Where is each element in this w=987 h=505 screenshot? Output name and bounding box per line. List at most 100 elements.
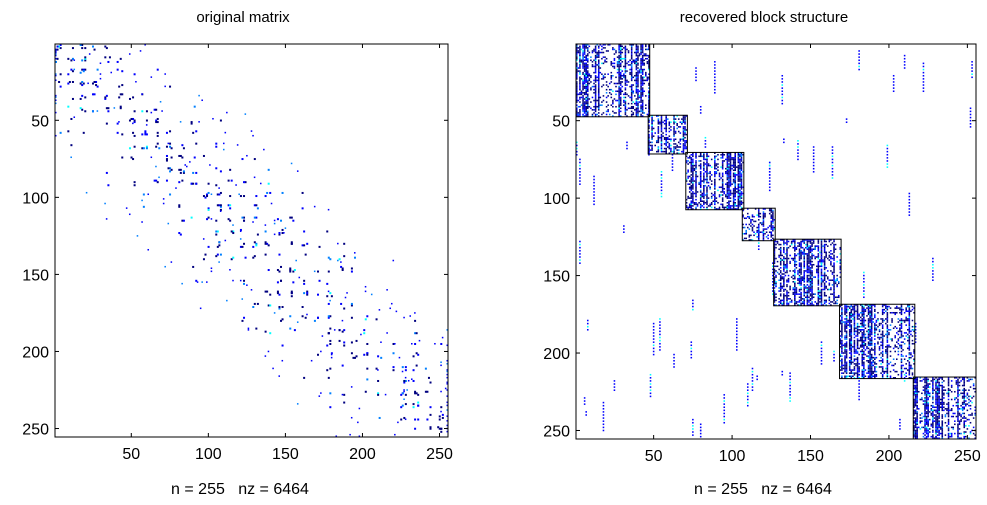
matrix-entry	[768, 212, 771, 215]
matrix-entry	[863, 347, 865, 350]
matrix-entry	[928, 395, 931, 398]
matrix-entry	[597, 107, 600, 110]
matrix-entry	[726, 169, 729, 172]
matrix-entry	[641, 44, 644, 46]
matrix-entry	[699, 175, 702, 178]
matrix-entry	[624, 104, 627, 106]
matrix-entry	[337, 242, 339, 245]
matrix-entry	[618, 59, 620, 62]
matrix-entry	[795, 263, 798, 266]
matrix-entry	[800, 242, 802, 244]
matrix-entry	[779, 259, 782, 261]
matrix-entry	[911, 367, 914, 370]
matrix-entry	[806, 270, 809, 272]
matrix-entry	[411, 378, 413, 380]
matrix-entry	[651, 144, 653, 147]
matrix-entry	[881, 373, 884, 376]
matrix-entry	[576, 92, 578, 94]
matrix-entry	[823, 287, 826, 289]
matrix-entry	[629, 64, 631, 66]
matrix-entry	[852, 308, 854, 311]
matrix-entry	[797, 253, 799, 255]
matrix-entry	[594, 71, 597, 74]
matrix-entry	[640, 87, 642, 89]
matrix-entry	[583, 65, 586, 68]
matrix-entry	[660, 127, 663, 130]
matrix-entry	[737, 192, 740, 195]
matrix-entry	[869, 363, 871, 365]
matrix-entry	[916, 394, 918, 396]
matrix-entry	[621, 48, 624, 51]
matrix-entry	[779, 294, 782, 297]
matrix-entry	[637, 92, 639, 94]
matrix-entry	[795, 248, 798, 251]
matrix-entry	[721, 197, 724, 199]
matrix-entry	[803, 273, 806, 275]
matrix-entry	[635, 45, 638, 48]
matrix-entry	[699, 191, 702, 193]
matrix-entry	[795, 254, 798, 257]
matrix-entry	[896, 358, 898, 360]
matrix-entry	[327, 316, 330, 319]
matrix-entry	[886, 325, 889, 328]
matrix-entry	[695, 178, 697, 181]
matrix-entry	[579, 62, 581, 65]
matrix-entry	[823, 282, 826, 285]
matrix-entry	[925, 401, 928, 404]
matrix-entry	[775, 282, 777, 285]
matrix-entry	[925, 386, 928, 388]
matrix-entry	[341, 393, 344, 396]
matrix-entry	[916, 395, 918, 398]
matrix-entry	[897, 353, 900, 356]
matrix-entry	[582, 65, 584, 68]
matrix-entry	[728, 184, 730, 187]
matrix-entry	[908, 311, 911, 314]
matrix-entry	[255, 216, 258, 219]
matrix-entry	[690, 205, 693, 207]
matrix-entry	[67, 105, 70, 108]
matrix-entry	[859, 338, 862, 340]
matrix-entry	[775, 296, 777, 299]
matrix-entry	[856, 352, 859, 354]
matrix-entry	[823, 277, 826, 280]
matrix-entry	[803, 304, 806, 306]
matrix-entry	[737, 171, 740, 173]
matrix-entry	[607, 44, 609, 46]
matrix-entry	[684, 119, 686, 122]
matrix-entry	[830, 279, 832, 281]
matrix-entry	[674, 132, 677, 134]
matrix-entry	[798, 279, 801, 281]
matrix-entry	[710, 203, 713, 206]
matrix-entry	[875, 324, 878, 326]
matrix-entry	[856, 356, 859, 359]
matrix-entry	[914, 418, 917, 421]
matrix-entry	[728, 192, 730, 195]
matrix-entry	[618, 113, 620, 116]
matrix-entry	[640, 85, 642, 88]
matrix-entry	[734, 152, 736, 154]
matrix-entry	[226, 299, 228, 302]
matrix-entry	[908, 324, 911, 326]
matrix-entry	[586, 87, 589, 89]
matrix-entry	[830, 263, 832, 266]
matrix-entry	[913, 342, 915, 345]
matrix-entry	[729, 153, 732, 156]
matrix-entry	[70, 59, 73, 62]
matrix-entry	[703, 200, 705, 202]
matrix-entry	[740, 206, 743, 209]
matrix-entry	[863, 324, 865, 326]
matrix-entry	[845, 308, 848, 311]
matrix-entry	[772, 215, 774, 218]
matrix-entry	[706, 203, 708, 206]
matrix-entry	[731, 205, 733, 207]
matrix-entry	[800, 284, 802, 286]
matrix-entry	[811, 285, 813, 288]
matrix-entry	[121, 93, 124, 96]
matrix-entry	[757, 212, 760, 215]
matrix-entry	[833, 299, 835, 302]
matrix-entry	[706, 206, 708, 209]
matrix-entry	[913, 404, 915, 407]
matrix-entry	[292, 281, 295, 284]
matrix-entry	[82, 82, 85, 85]
matrix-entry	[638, 95, 641, 97]
